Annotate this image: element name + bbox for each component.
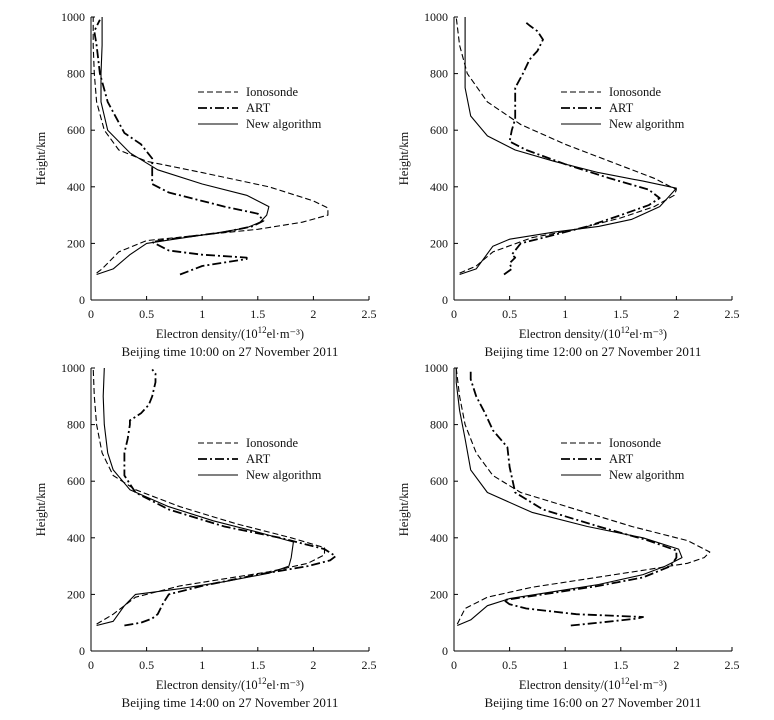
panel-caption: Beijing time 10:00 on 27 November 2011	[122, 344, 339, 359]
y-tick-label: 400	[67, 531, 85, 545]
y-tick-label: 1000	[424, 10, 448, 24]
x-tick-label: 2.5	[362, 658, 377, 672]
legend-label: Ionosonde	[609, 436, 662, 450]
series-line-ionosonde	[455, 16, 677, 274]
x-tick-label: 2	[310, 307, 316, 321]
x-tick-label: 1.5	[613, 307, 628, 321]
x-tick-label: 1	[199, 658, 205, 672]
x-tick-label: 0.5	[139, 307, 154, 321]
x-tick-label: 0	[88, 658, 94, 672]
series-line-art	[469, 370, 678, 627]
legend: Ionosonde ART New algorithm	[561, 85, 685, 131]
y-tick-label: 1000	[61, 10, 85, 24]
y-tick-label: 200	[430, 587, 448, 601]
x-tick-label: 1	[562, 658, 568, 672]
legend-label: New algorithm	[246, 117, 322, 131]
x-tick-label: 1	[199, 307, 205, 321]
x-tick-label: 0	[88, 307, 94, 321]
series-line-ionosonde	[455, 367, 711, 625]
series-line-ionosonde	[92, 17, 329, 274]
y-axis-label: Height/km	[34, 482, 48, 536]
y-tick-label: 600	[67, 474, 85, 488]
y-tick-label: 1000	[424, 361, 448, 375]
y-tick-label: 0	[442, 644, 448, 658]
panel-caption: Beijing time 16:00 on 27 November 2011	[485, 695, 702, 710]
y-tick-label: 0	[79, 293, 85, 307]
legend: Ionosonde ART New algorithm	[561, 436, 685, 482]
x-tick-label: 2.5	[362, 307, 377, 321]
x-tick-label: 0.5	[502, 307, 517, 321]
x-axis-label: Electron density/(1012el·m⁻³)	[156, 676, 304, 692]
y-tick-label: 800	[430, 418, 448, 432]
y-tick-label: 400	[67, 180, 85, 194]
legend: Ionosonde ART New algorithm	[198, 436, 322, 482]
series-line-ionosonde	[92, 367, 326, 625]
panel-caption: Beijing time 12:00 on 27 November 2011	[485, 344, 702, 359]
legend-label: New algorithm	[609, 117, 685, 131]
y-axis-label: Height/km	[34, 131, 48, 185]
y-tick-label: 0	[442, 293, 448, 307]
x-tick-label: 0	[451, 658, 457, 672]
legend-label: ART	[246, 101, 271, 115]
x-tick-label: 2.5	[725, 307, 740, 321]
legend-label: New algorithm	[609, 468, 685, 482]
y-tick-label: 800	[67, 418, 85, 432]
x-tick-label: 1.5	[250, 307, 265, 321]
legend-label: New algorithm	[246, 468, 322, 482]
x-tick-label: 2	[673, 307, 679, 321]
x-tick-label: 2	[673, 658, 679, 672]
series-line-new-algorithm	[459, 17, 677, 276]
x-axis-label: Electron density/(1012el·m⁻³)	[519, 676, 667, 692]
y-tick-label: 200	[67, 587, 85, 601]
legend-label: ART	[609, 452, 634, 466]
y-tick-label: 800	[430, 67, 448, 81]
y-tick-label: 600	[67, 123, 85, 137]
legend-label: Ionosonde	[609, 85, 662, 99]
y-tick-label: 600	[430, 474, 448, 488]
x-tick-label: 0.5	[502, 658, 517, 672]
legend: Ionosonde ART New algorithm	[198, 85, 322, 131]
series-line-art	[123, 368, 337, 627]
x-axis-label: Electron density/(1012el·m⁻³)	[519, 325, 667, 341]
series-line-new-algorithm	[96, 367, 294, 627]
y-tick-label: 400	[430, 531, 448, 545]
chart-panel-3: 0 0.5 1 1.5 2 2.5 0 200 400 600 800 1000 Electron de…	[34, 361, 377, 710]
x-tick-label: 0.5	[139, 658, 154, 672]
y-tick-label: 200	[67, 236, 85, 250]
legend-label: Ionosonde	[246, 85, 299, 99]
y-tick-label: 400	[430, 180, 448, 194]
series-line-new-algorithm	[96, 17, 270, 276]
y-tick-label: 600	[430, 123, 448, 137]
chart-panel-4: 0 0.5 1 1.5 2 2.5 0 200 400 600 800 1000 Electron de…	[397, 361, 740, 710]
series-line-art	[93, 19, 265, 276]
y-tick-label: 800	[67, 67, 85, 81]
x-tick-label: 1	[562, 307, 568, 321]
legend-label: ART	[609, 101, 634, 115]
y-tick-label: 0	[79, 644, 85, 658]
y-tick-label: 200	[430, 236, 448, 250]
x-tick-label: 2.5	[725, 658, 740, 672]
y-tick-label: 1000	[61, 361, 85, 375]
legend-label: ART	[246, 452, 271, 466]
x-tick-label: 1.5	[613, 658, 628, 672]
panel-caption: Beijing time 14:00 on 27 November 2011	[122, 695, 339, 710]
x-tick-label: 1.5	[250, 658, 265, 672]
x-tick-label: 0	[451, 307, 457, 321]
x-tick-label: 2	[310, 658, 316, 672]
chart-panel-2: 0 0.5 1 1.5 2 2.5 0 200 400 600 800 1000 Electron de…	[397, 10, 740, 359]
series-line-new-algorithm	[455, 368, 683, 627]
y-axis-label: Height/km	[397, 482, 411, 536]
legend-label: Ionosonde	[246, 436, 299, 450]
chart-panel-1: 0 0.5 1 1.5 2 2.5 0 200 400 600 800 1000 Electron de…	[34, 10, 377, 359]
x-axis-label: Electron density/(1012el·m⁻³)	[156, 325, 304, 341]
y-axis-label: Height/km	[397, 131, 411, 185]
